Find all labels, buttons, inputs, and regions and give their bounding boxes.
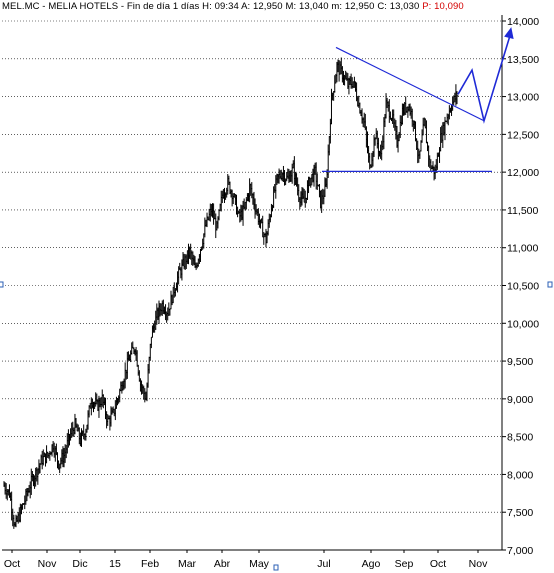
header-min-value: 12,950 [344,1,375,12]
x-tick-label: Ago [362,558,381,570]
y-tick-label: 7,000 [507,545,533,557]
x-tick-label: Sep [395,558,414,570]
x-tick-label: Nov [38,558,57,570]
x-tick-label: Mar [178,558,197,570]
header-a-label: A: [241,1,251,12]
x-tick-label: Nov [469,558,488,570]
x-tick-label: Jul [317,558,330,570]
y-tick-label: 10,000 [507,318,539,330]
chart-grid [2,20,506,551]
x-tick-label: Abr [214,558,231,570]
header-symbol: MEL.MC [2,1,40,12]
header-m-value: 13,040 [298,1,329,12]
price-bars [3,57,459,529]
header-p-value: 10,090 [434,1,464,12]
x-tick-label: Oct [4,558,20,570]
header-c-label: C: [377,1,388,12]
header-a-value: 12,950 [253,1,283,12]
y-tick-label: 14,000 [507,16,539,28]
header-name: MELIA HOTELS [48,1,119,12]
y-tick-label: 8,500 [507,432,533,444]
y-tick-label: 12,000 [507,167,539,179]
header-period: Fin de día 1 días [126,1,200,12]
header-m-label: M: [285,1,297,12]
header-time: 09:34 [214,1,239,12]
chart-edge-handles[interactable] [0,281,553,571]
y-tick-label: 10,500 [507,281,539,293]
y-tick-label: 8,000 [507,469,533,481]
x-axis-tick-labels: Oct Nov Dic 15 Feb Mar Abr May Jul Ago Sep Oct Nov [4,550,488,570]
resistance-trend-line [335,46,485,122]
y-tick-label: 9,000 [507,394,533,406]
x-tick-label: 15 [109,558,121,570]
x-tick-label: May [249,558,270,570]
y-tick-label: 11,500 [507,205,538,217]
resize-handle[interactable] [0,281,4,288]
y-tick-label: 13,000 [507,92,539,104]
header-p-label: P: [422,1,432,12]
chart-header: MEL.MC - MELIA HOTELS - Fin de día 1 día… [2,1,464,12]
y-tick-label: 12,500 [507,129,539,141]
projection-arrowhead [504,27,514,40]
header-min-label: m: [331,1,343,12]
y-tick-label: 7,500 [507,507,533,519]
resize-handle[interactable] [273,564,279,571]
x-tick-label: Oct [430,558,446,570]
y-tick-label: 11,000 [507,243,538,255]
y-tick-label: 9,500 [507,356,533,368]
x-tick-label: Dic [72,558,87,570]
header-c-value: 13,030 [389,1,420,12]
resize-handle[interactable] [547,281,553,288]
y-tick-label: 13,500 [507,54,539,66]
y-axis-tick-labels: 14,000 13,500 13,000 12,500 12,000 11,500 11,0… [507,16,539,557]
projection-path [457,32,512,124]
header-time-label: H: [202,1,212,12]
plot-frame [2,15,503,551]
trend-lines [322,27,514,172]
x-tick-label: Feb [141,558,159,570]
